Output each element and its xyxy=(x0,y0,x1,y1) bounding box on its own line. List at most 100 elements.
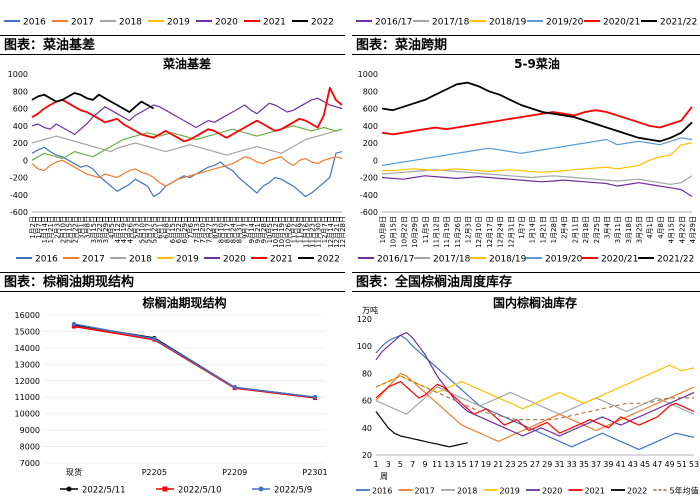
x-tick-12: 12月31日 xyxy=(507,216,515,248)
series-line-2021 xyxy=(31,86,343,143)
y-tick-5: 400 xyxy=(13,122,28,131)
x-tick-2: P2209 xyxy=(222,468,247,477)
y-tick-9: 16000 xyxy=(15,311,40,320)
top-legend-right-label-4: 2020/21 xyxy=(603,18,640,28)
x-tick-4: 11月5日 xyxy=(422,216,430,243)
series-line-2017 xyxy=(31,156,343,187)
x-tick-26: 7月6日 xyxy=(187,216,195,239)
x-tick-44: 11月9日 xyxy=(296,216,304,243)
top-legend-right-label-5: 2021/22 xyxy=(660,18,697,28)
x-tick-32: 8月17日 xyxy=(224,216,232,243)
top-legend-right-label-0: 2016/17 xyxy=(375,18,412,28)
legend-spread-label-3: 2019/20 xyxy=(545,255,583,265)
x-tick-23: 6月15日 xyxy=(169,216,177,243)
legend-inventory-label-0: 2016 xyxy=(372,487,392,496)
series-line-2022/5/9 xyxy=(73,323,316,398)
x-tick-18: 37 xyxy=(591,460,601,469)
y-tick-1: 40 xyxy=(362,424,372,433)
x-tick-20: 41 xyxy=(616,460,626,469)
x-tick-20: 2月25日 xyxy=(593,216,601,243)
y-tick-7: 14000 xyxy=(15,344,40,353)
x-tick-16: 4月26日 xyxy=(126,216,134,243)
legend-inventory-label-4: 2020 xyxy=(542,487,562,496)
top-legend-left-label-1: 2017 xyxy=(71,18,94,28)
x-tick-8: 3月1日 xyxy=(78,216,86,239)
x-tick-22: 6月8日 xyxy=(163,216,171,239)
x-tick-11: 3月22日 xyxy=(96,216,104,243)
x-tick-9: 19 xyxy=(481,460,491,469)
x-tick-2: 10月22日 xyxy=(400,216,408,248)
y-tick-8: 1000 xyxy=(8,70,28,79)
series-line-2018 xyxy=(31,128,343,156)
x-tick-19: 5月17日 xyxy=(144,216,152,243)
legend-basis-label-1: 2017 xyxy=(82,255,105,265)
series-line-2016 xyxy=(31,146,343,198)
chart-title: 棕榈油期现结构 xyxy=(141,295,226,310)
legend-structure-marker-2 xyxy=(258,486,264,492)
y-tick-3: 0 xyxy=(373,156,378,165)
legend-basis-label-4: 2020 xyxy=(223,255,246,265)
x-tick-3: 1月21日 xyxy=(47,216,55,243)
x-tick-7: 11月26日 xyxy=(454,216,462,248)
legend-basis-label-3: 2019 xyxy=(176,255,199,265)
series-line-2021/22 xyxy=(381,81,693,143)
x-tick-0: 1月2日 xyxy=(29,216,37,239)
y-tick-1: -400 xyxy=(10,191,28,200)
x-tick-34: 8月31日 xyxy=(236,216,244,243)
x-tick-3: 10月29日 xyxy=(411,216,419,248)
x-tick-17: 35 xyxy=(579,460,589,469)
y-tick-6: 600 xyxy=(13,105,28,114)
x-tick-27: 7月13日 xyxy=(193,216,201,243)
x-tick-26: 4月8日 xyxy=(657,216,665,239)
x-tick-25: 4月1日 xyxy=(646,216,654,239)
x-tick-4: 9 xyxy=(422,460,427,469)
series-line-2020 xyxy=(31,97,343,136)
x-tick-16: 1月28日 xyxy=(550,216,558,243)
chart-title: 国内棕榈油库存 xyxy=(493,295,577,310)
x-tick-1: 1月7日 xyxy=(35,216,43,239)
x-tick-25: 6月29日 xyxy=(181,216,189,243)
x-tick-21: 3月4日 xyxy=(603,216,611,239)
y-tick-4: 11000 xyxy=(15,393,40,402)
legend-inventory: 2016 2017 2018 2019 2020 2021 2022 5年均值 xyxy=(356,486,699,496)
legend-top-left: 2016 2017 2018 2019 2020 2021 2022 xyxy=(4,18,334,28)
x-tick-14: 4月12日 xyxy=(114,216,122,243)
x-tick-2: 5 xyxy=(398,460,403,469)
x-tick-10: 12月17日 xyxy=(486,216,494,248)
top-legend-left-label-4: 2020 xyxy=(215,18,238,28)
x-tick-47: 11月30日 xyxy=(315,216,323,248)
x-tick-5: 11 xyxy=(432,460,442,469)
header-inventory: 图表：全国棕榈油周度库存 xyxy=(352,272,700,292)
top-legend-right-label-2: 2018/19 xyxy=(489,18,527,28)
top-legend-left-label-2: 2018 xyxy=(119,18,142,28)
chart-title: 5-9菜油 xyxy=(514,56,560,71)
x-tick-48: 12月7日 xyxy=(321,216,329,243)
top-legend-left-label-5: 2021 xyxy=(263,18,286,28)
x-tick-21: 43 xyxy=(628,460,638,469)
series-line-2016/17 xyxy=(381,175,693,198)
series-line-2022 xyxy=(31,92,155,113)
legend-structure-label-1: 2022/5/10 xyxy=(178,486,222,496)
x-tick-6: 2月15日 xyxy=(65,216,73,243)
x-tick-37: 9月21日 xyxy=(254,216,262,243)
y-tick-4: 200 xyxy=(363,139,378,148)
legend-inventory-label-6: 2022 xyxy=(627,487,647,496)
x-tick-19: 2月18日 xyxy=(582,216,590,243)
legend-spread-label-4: 2020/21 xyxy=(601,255,638,265)
x-tick-7: 2月22日 xyxy=(72,216,80,243)
legend-inventory-label-7: 5年均值 xyxy=(670,486,699,496)
header-spread: 图表：菜油跨期 xyxy=(352,35,700,55)
top-legend-right-label-1: 2017/18 xyxy=(432,18,470,28)
x-tick-36: 9月14日 xyxy=(248,216,256,243)
x-tick-28: 7月20日 xyxy=(199,216,207,243)
legend-structure-marker-0 xyxy=(66,486,72,492)
y-tick-8: 15000 xyxy=(15,327,40,336)
series-line-2020 xyxy=(375,331,695,437)
y-tick-2: 60 xyxy=(362,397,372,406)
x-tick-43: 11月2日 xyxy=(290,216,298,243)
x-tick-33: 8月24日 xyxy=(230,216,238,243)
x-tick-40: 10月12日 xyxy=(272,216,280,248)
top-legend-left-label-0: 2016 xyxy=(23,18,46,28)
y-tick-0: -600 xyxy=(10,208,28,217)
x-tick-0: 现货 xyxy=(66,467,82,477)
